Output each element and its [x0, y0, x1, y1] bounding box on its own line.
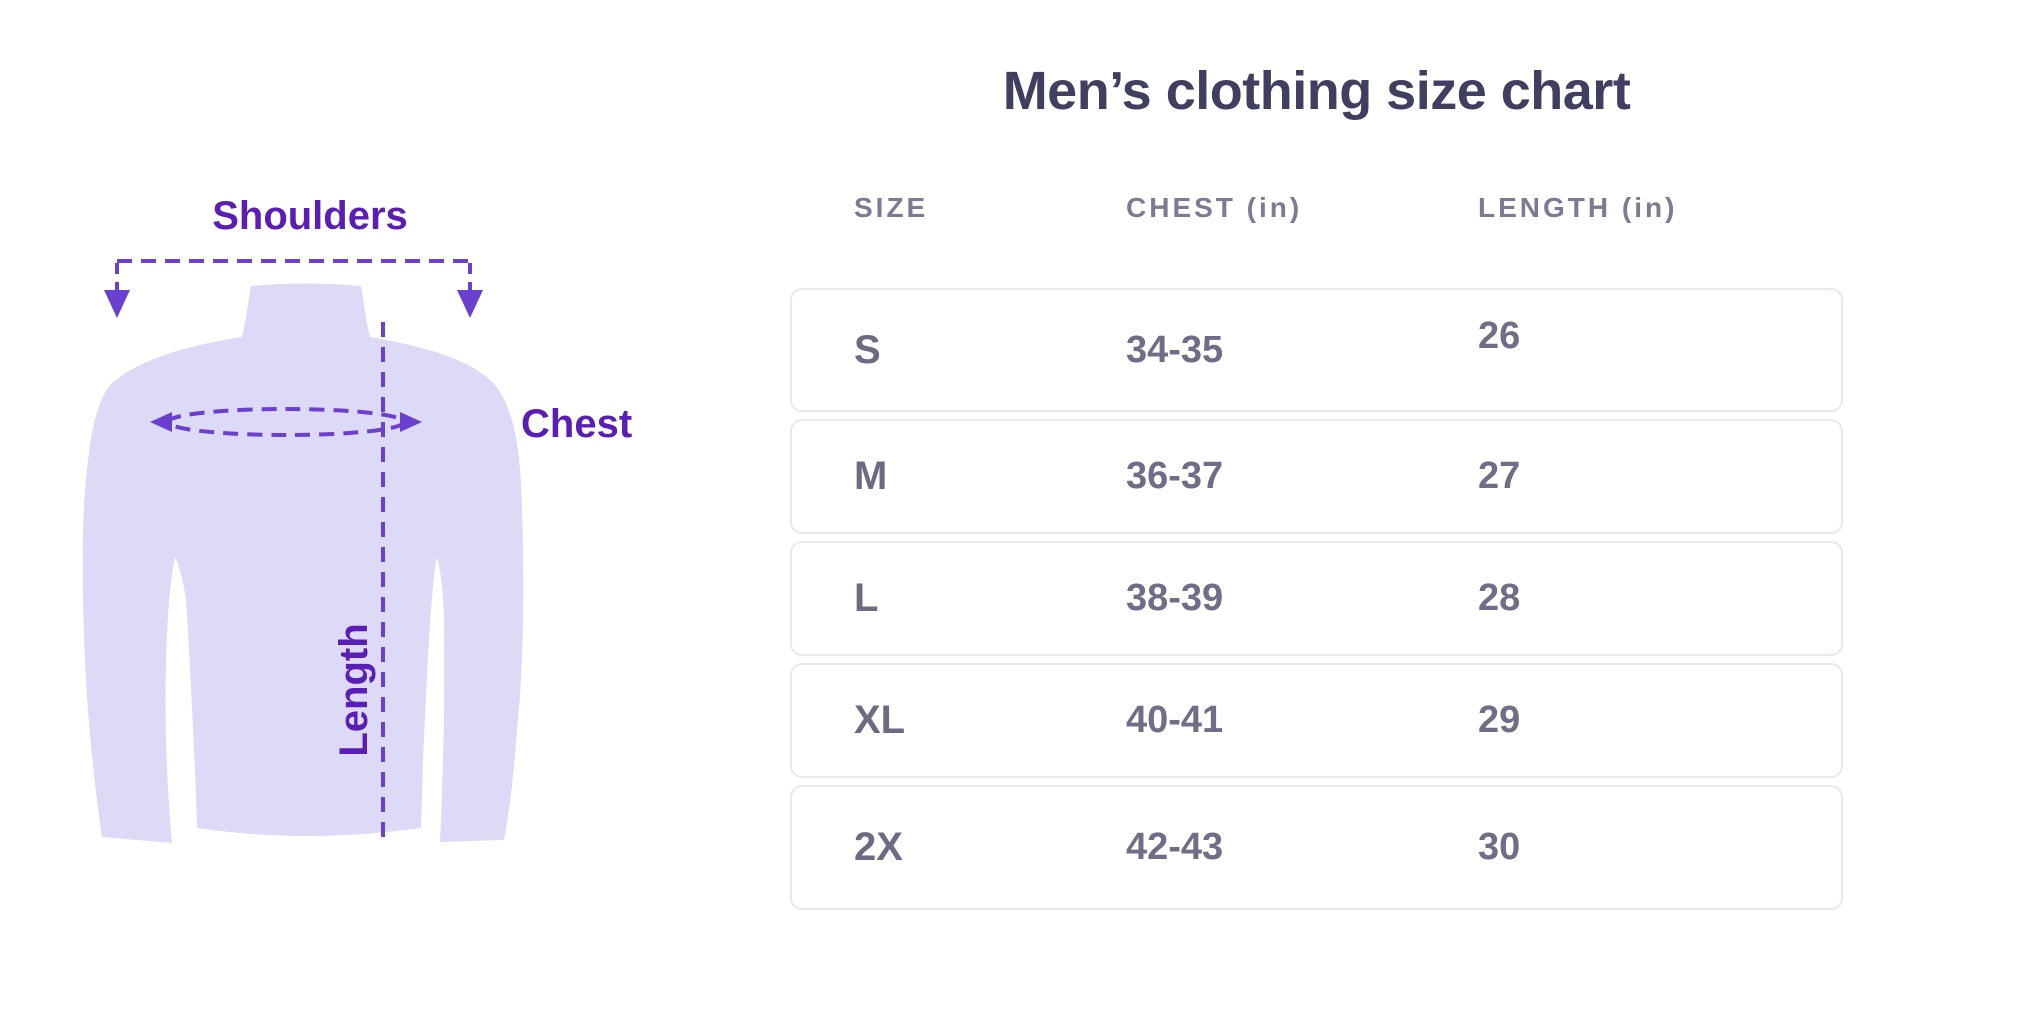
size-cell: M [854, 454, 888, 498]
chest-cell: 42-43 [1126, 826, 1224, 868]
length-cell: 28 [1478, 577, 1521, 619]
table-row: S 34-35 26 [790, 288, 1843, 412]
size-cell: S [854, 327, 881, 372]
shoulder-arrow-left-icon [104, 290, 130, 318]
column-header-size: SIZE [854, 192, 929, 223]
table-row: M 36-37 27 [790, 419, 1843, 534]
table-header-row: SIZE CHEST (in) LENGTH (in) [792, 191, 1845, 225]
length-cell: 30 [1478, 826, 1521, 868]
chest-cell: 34-35 [1126, 328, 1224, 371]
chest-measure-ellipse-icon [150, 407, 422, 437]
length-cell: 27 [1478, 455, 1521, 497]
length-cell: 29 [1478, 699, 1521, 741]
length-label: Length [332, 623, 376, 757]
size-cell: XL [854, 698, 906, 742]
chest-arrow-right-icon [400, 412, 422, 432]
shoulders-label: Shoulders [212, 194, 408, 238]
shoulder-arrow-right-icon [457, 290, 483, 318]
shirt-shape [82, 283, 524, 843]
size-cell: L [854, 576, 879, 620]
page-title: Men’s clothing size chart [1002, 61, 1631, 121]
table-row: XL 40-41 29 [790, 663, 1843, 778]
chest-label: Chest [521, 402, 633, 446]
table-row: L 38-39 28 [790, 541, 1843, 656]
size-cell: 2X [854, 825, 903, 869]
column-header-chest: CHEST (in) [1126, 192, 1303, 223]
shirt-measurement-diagram: Shoulders Chest Length [0, 0, 700, 1020]
shoulders-measure-arrow-icon [115, 259, 472, 292]
table-row: 2X 42-43 30 [790, 785, 1843, 910]
chest-cell: 38-39 [1126, 577, 1224, 619]
chest-cell: 40-41 [1126, 699, 1224, 741]
length-cell: 26 [1478, 314, 1521, 357]
chest-arrow-left-icon [150, 412, 172, 432]
shirt-illustration [82, 259, 524, 843]
column-header-length: LENGTH (in) [1478, 192, 1678, 223]
chest-cell: 36-37 [1126, 455, 1224, 497]
